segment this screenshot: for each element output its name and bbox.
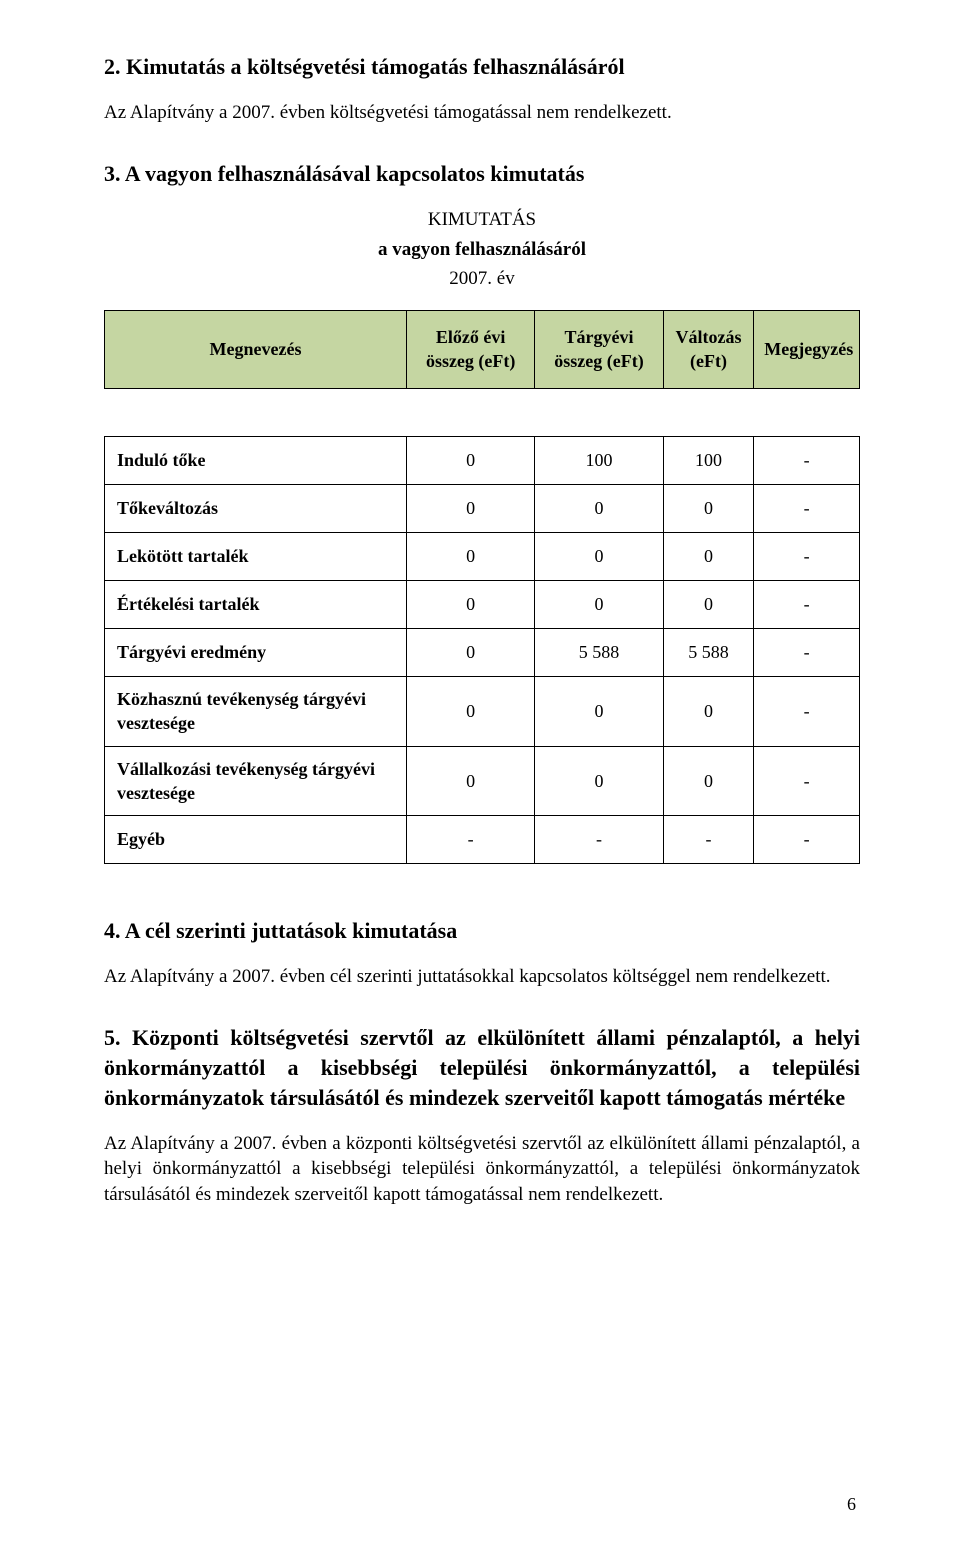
row-cell: 0 xyxy=(407,532,535,580)
col-megjegyzes: Megjegyzés xyxy=(754,310,860,388)
section-4: 4. A cél szerinti juttatások kimutatása … xyxy=(104,916,860,989)
table-title-line1: KIMUTATÁS xyxy=(104,207,860,233)
col-megnevezes: Megnevezés xyxy=(105,310,407,388)
col-targyevi: Tárgyévi összeg (eFt) xyxy=(535,310,663,388)
section-2-heading: 2. Kimutatás a költségvetési támogatás f… xyxy=(104,52,860,82)
row-cell: 0 xyxy=(663,580,754,628)
row-cell: 0 xyxy=(407,484,535,532)
section-2: 2. Kimutatás a költségvetési támogatás f… xyxy=(104,52,860,125)
row-cell: 0 xyxy=(407,676,535,746)
asset-usage-table: Megnevezés Előző évi összeg (eFt) Tárgyé… xyxy=(104,310,860,864)
row-cell: 0 xyxy=(535,532,663,580)
table-row: Közhasznú tevékenység tárgyévi veszteség… xyxy=(105,676,860,746)
section-2-para: Az Alapítvány a 2007. évben költségvetés… xyxy=(104,100,860,126)
table-row: Tárgyévi eredmény 0 5 588 5 588 - xyxy=(105,628,860,676)
row-cell: - xyxy=(754,676,860,746)
section-5-heading: 5. Központi költségvetési szervtől az el… xyxy=(104,1023,860,1112)
row-cell: 5 588 xyxy=(663,628,754,676)
page-number: 6 xyxy=(847,1492,856,1516)
table-row: Tőkeváltozás 0 0 0 - xyxy=(105,484,860,532)
row-cell: 0 xyxy=(407,436,535,484)
section-5: 5. Központi költségvetési szervtől az el… xyxy=(104,1023,860,1207)
col-elozo-evi: Előző évi összeg (eFt) xyxy=(407,310,535,388)
row-cell: - xyxy=(663,816,754,864)
row-label: Induló tőke xyxy=(105,436,407,484)
row-cell: - xyxy=(535,816,663,864)
row-cell: 0 xyxy=(663,484,754,532)
row-cell: 0 xyxy=(407,580,535,628)
row-cell: - xyxy=(754,580,860,628)
row-cell: 0 xyxy=(535,580,663,628)
row-label: Tőkeváltozás xyxy=(105,484,407,532)
row-cell: 0 xyxy=(535,746,663,816)
table-row: Vállalkozási tevékenység tárgyévi veszte… xyxy=(105,746,860,816)
table-row: Induló tőke 0 100 100 - xyxy=(105,436,860,484)
row-cell: 5 588 xyxy=(535,628,663,676)
row-cell: 0 xyxy=(535,484,663,532)
row-cell: - xyxy=(754,746,860,816)
row-cell: 0 xyxy=(407,628,535,676)
row-label: Vállalkozási tevékenység tárgyévi veszte… xyxy=(105,746,407,816)
table-title-line2: a vagyon felhasználásáról xyxy=(104,237,860,263)
col-valtozas: Változás (eFt) xyxy=(663,310,754,388)
row-cell: - xyxy=(754,628,860,676)
row-cell: - xyxy=(754,816,860,864)
row-cell: 0 xyxy=(663,532,754,580)
section-3: 3. A vagyon felhasználásával kapcsolatos… xyxy=(104,159,860,864)
table-header-row: Megnevezés Előző évi összeg (eFt) Tárgyé… xyxy=(105,310,860,388)
row-cell: - xyxy=(754,484,860,532)
section-5-para: Az Alapítvány a 2007. évben a központi k… xyxy=(104,1131,860,1208)
row-cell: 0 xyxy=(407,746,535,816)
row-label: Egyéb xyxy=(105,816,407,864)
table-row: Egyéb - - - - xyxy=(105,816,860,864)
table-row: Értékelési tartalék 0 0 0 - xyxy=(105,580,860,628)
row-cell: 0 xyxy=(663,746,754,816)
row-cell: 100 xyxy=(535,436,663,484)
row-label: Tárgyévi eredmény xyxy=(105,628,407,676)
row-cell: 0 xyxy=(535,676,663,746)
section-4-para: Az Alapítvány a 2007. évben cél szerinti… xyxy=(104,964,860,990)
section-4-heading: 4. A cél szerinti juttatások kimutatása xyxy=(104,916,860,946)
row-label: Lekötött tartalék xyxy=(105,532,407,580)
row-cell: - xyxy=(754,532,860,580)
row-cell: - xyxy=(407,816,535,864)
row-cell: 0 xyxy=(663,676,754,746)
row-label: Értékelési tartalék xyxy=(105,580,407,628)
section-3-heading: 3. A vagyon felhasználásával kapcsolatos… xyxy=(104,159,860,189)
table-row: Lekötött tartalék 0 0 0 - xyxy=(105,532,860,580)
table-title-line3: 2007. év xyxy=(104,266,860,292)
row-cell: 100 xyxy=(663,436,754,484)
row-label: Közhasznú tevékenység tárgyévi veszteség… xyxy=(105,676,407,746)
row-cell: - xyxy=(754,436,860,484)
